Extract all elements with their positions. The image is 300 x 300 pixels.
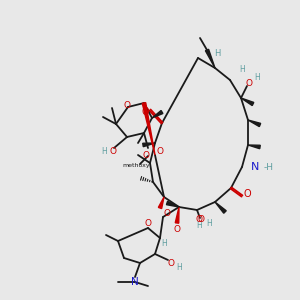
Text: methoxy: methoxy — [122, 164, 150, 169]
Text: H: H — [239, 65, 245, 74]
Text: H: H — [176, 263, 182, 272]
Text: N: N — [251, 162, 259, 172]
Polygon shape — [143, 143, 155, 147]
Text: O: O — [245, 80, 253, 88]
Polygon shape — [248, 120, 261, 127]
Text: O: O — [110, 146, 116, 155]
Text: O: O — [197, 215, 205, 224]
Polygon shape — [175, 207, 179, 223]
Text: H: H — [196, 221, 202, 230]
Polygon shape — [215, 202, 226, 213]
Text: -H: -H — [264, 163, 274, 172]
Text: O: O — [196, 215, 202, 224]
Polygon shape — [241, 98, 254, 106]
Polygon shape — [158, 197, 164, 208]
Text: O: O — [141, 107, 149, 117]
Polygon shape — [206, 49, 215, 68]
Text: O: O — [243, 189, 251, 199]
Text: H: H — [206, 220, 212, 229]
Polygon shape — [142, 103, 155, 155]
Text: O: O — [124, 100, 130, 109]
Text: O: O — [145, 220, 152, 229]
Text: O: O — [167, 260, 175, 268]
Polygon shape — [152, 110, 163, 118]
Text: H: H — [214, 50, 220, 58]
Text: O: O — [157, 148, 164, 157]
Text: H: H — [254, 74, 260, 82]
Polygon shape — [167, 201, 179, 207]
Polygon shape — [248, 145, 260, 149]
Text: H: H — [161, 238, 167, 247]
Text: N: N — [131, 277, 139, 287]
Text: H: H — [101, 146, 107, 155]
Text: O: O — [142, 152, 149, 160]
Text: O: O — [173, 226, 181, 235]
Text: O: O — [164, 208, 170, 217]
